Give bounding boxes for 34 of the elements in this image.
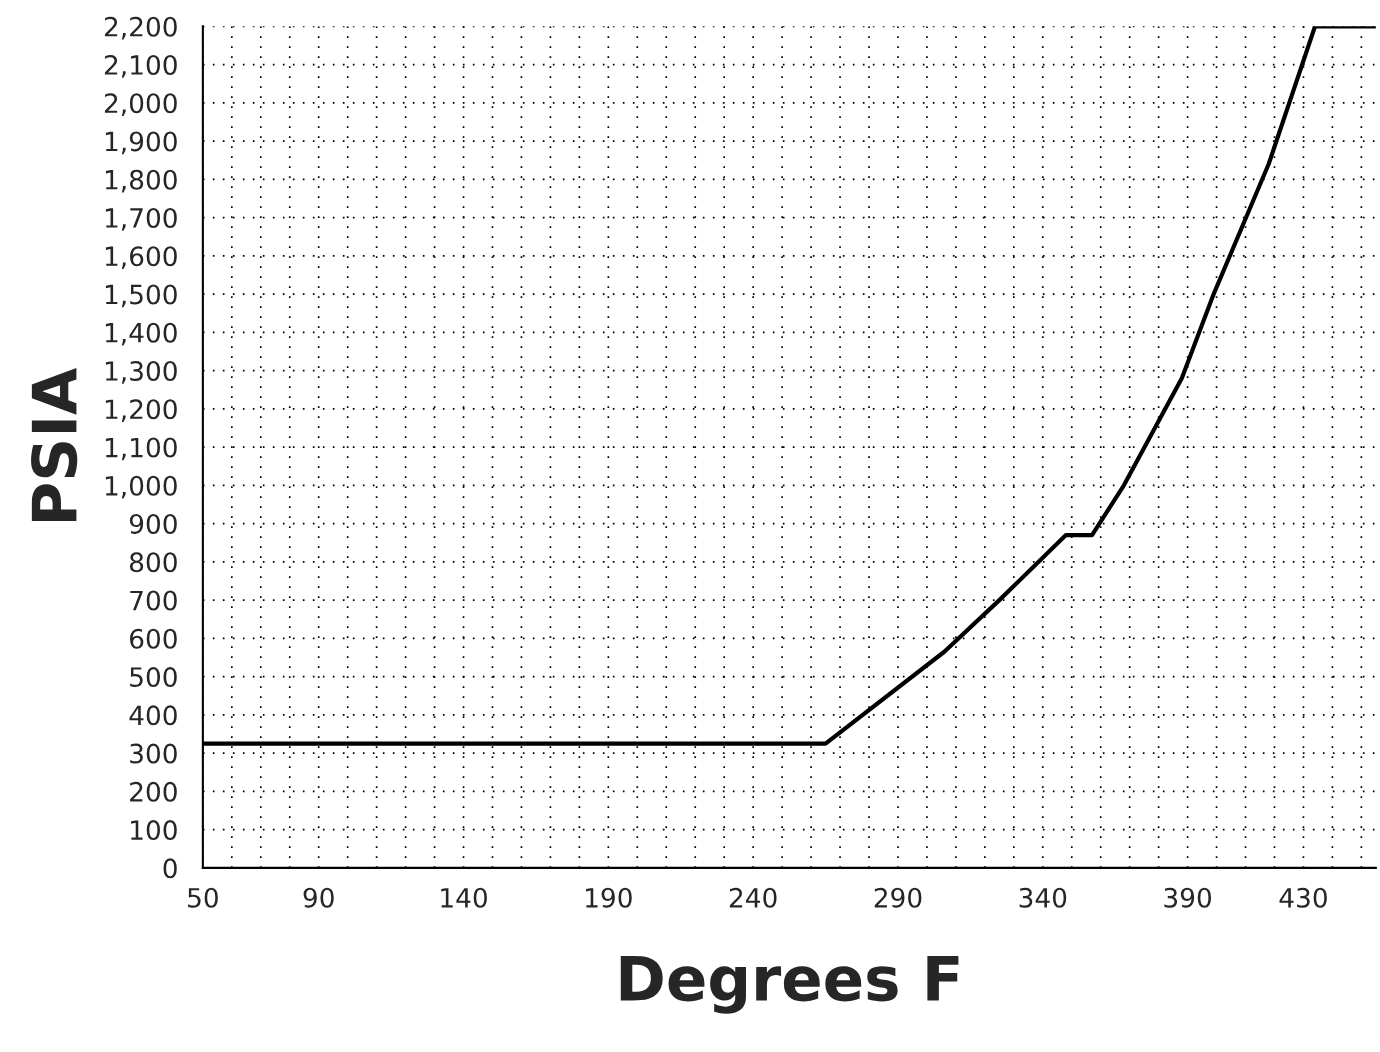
y-tick-label: 800 (129, 552, 177, 573)
x-tick-label: 50 (188, 887, 218, 908)
y-tick-label: 400 (129, 705, 177, 726)
y-tick-label: 200 (130, 781, 177, 802)
y-tick-label: 1,900 (105, 131, 177, 155)
y-tick-label: 2,100 (104, 54, 177, 78)
y-tick-label: 1,100 (105, 437, 177, 461)
y-tick-label: 1,300 (105, 361, 177, 384)
y-tick-label: 1,500 (105, 284, 177, 308)
y-tick-label: 2,000 (104, 93, 177, 116)
y-tick-label: 1,200 (105, 399, 177, 422)
x-tick-label: 290 (874, 887, 922, 908)
x-tick-label: 430 (1279, 887, 1327, 908)
y-tick-label: 1,000 (105, 475, 177, 499)
y-tick-label: 700 (130, 590, 177, 611)
y-tick-label: 300 (130, 743, 177, 764)
y-tick-label: 600 (130, 628, 177, 649)
x-tick-label: 190 (586, 887, 632, 908)
y-tick-label: 1,600 (105, 246, 177, 269)
x-tick-label: 140 (441, 887, 487, 908)
x-tick-label: 90 (303, 887, 334, 908)
y-tick-label: 1,800 (105, 169, 177, 193)
x-tick-label: 390 (1164, 887, 1212, 908)
y-tick-label: 1,400 (105, 322, 177, 346)
x-tick-label: 240 (729, 887, 777, 908)
x-tick-label: 340 (1019, 887, 1067, 908)
y-tick-label: 500 (130, 667, 177, 688)
y-tick-label: 900 (129, 514, 177, 535)
y-tick-label: 0 (163, 858, 177, 879)
y-tick-label: 100 (131, 820, 177, 841)
y-tick-label: 2,200 (104, 16, 177, 40)
y-axis-title: PSIA (31, 367, 78, 521)
y-tick-label: 1,700 (105, 208, 177, 231)
x-axis-title: Degrees F (620, 955, 959, 1014)
